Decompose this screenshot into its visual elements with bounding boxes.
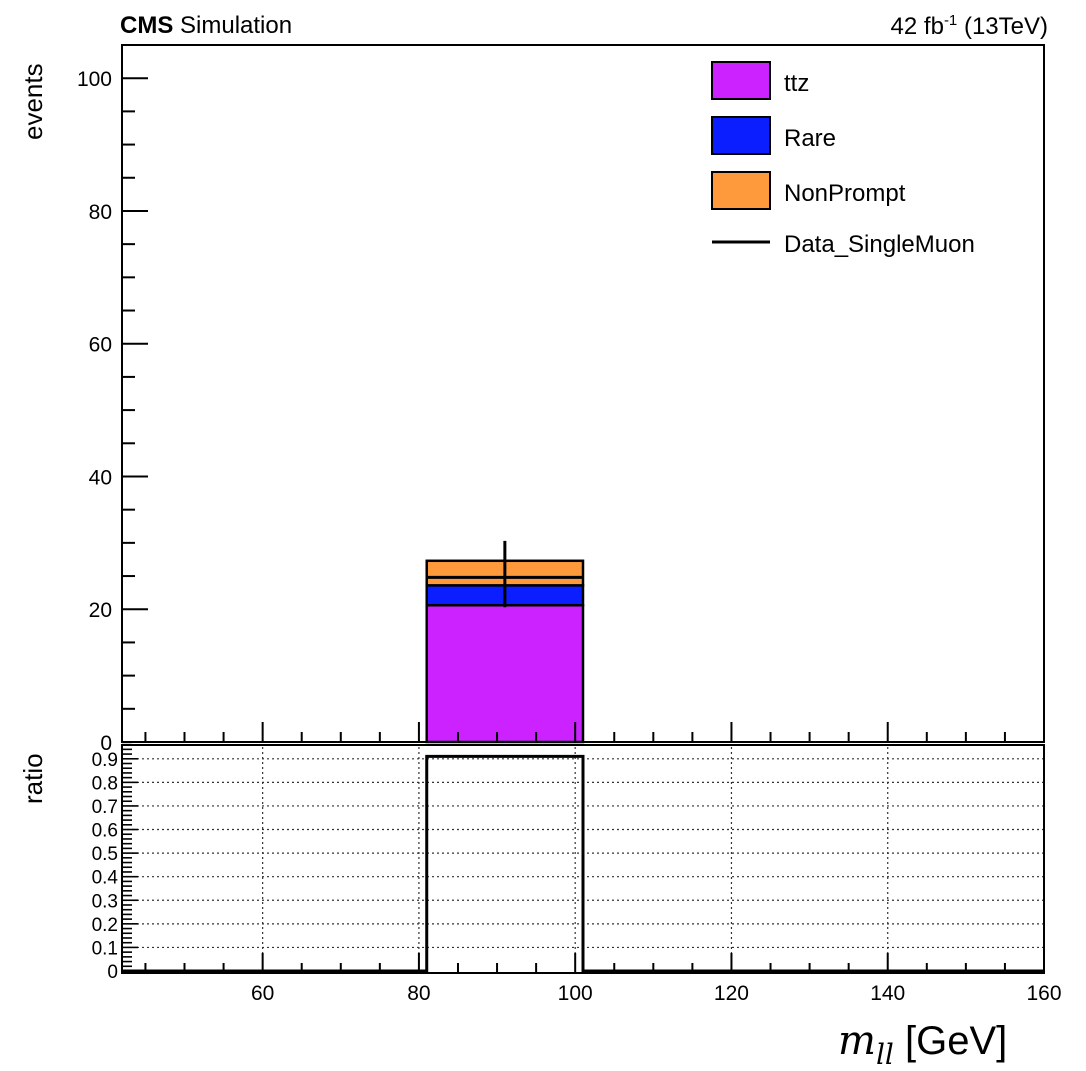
experiment-header: CMS Simulation (120, 12, 292, 40)
y-tick-label: 100 (77, 68, 112, 91)
luminosity-label: 42 fb-1 (13TeV) (891, 12, 1048, 41)
lumi-exponent: -1 (943, 12, 958, 29)
axis-ticks (122, 44, 1045, 973)
experiment-label: CMS (120, 12, 174, 39)
bar-ttz (425, 604, 585, 744)
ratio-y-tick-label: 0.9 (92, 750, 118, 771)
y-tick-label: 40 (89, 466, 112, 489)
y-tick-label: 60 (89, 334, 112, 357)
axes-frame (121, 44, 1045, 974)
ratio-y-tick-label: 0.3 (92, 891, 118, 912)
ratio-panel-frame (121, 744, 1045, 974)
y-tick-label: 0 (100, 732, 112, 755)
ratio-y-tick-label: 0.6 (92, 821, 118, 842)
ratio-y-tick-label: 0.2 (92, 915, 118, 936)
x-axis-unit: [GeV] (904, 1019, 1008, 1063)
upper-y-axis-label: events (18, 63, 48, 140)
x-tick-label: 80 (407, 982, 430, 1005)
legend-label-rare: Rare (784, 125, 836, 152)
ratio-y-tick-label: 0.4 (92, 868, 119, 889)
legend-swatch-rare (711, 116, 771, 155)
legend-swatch-nonprompt (711, 171, 771, 210)
x-axis-label: mll [GeV] (838, 1018, 1007, 1071)
legend: ttz Rare NonPrompt Data_SingleMuon (711, 61, 975, 258)
ratio-y-tick-label: 0 (107, 962, 118, 983)
ratio-histogram (122, 754, 1044, 973)
data-points (426, 540, 583, 608)
legend-label-data: Data_SingleMuon (784, 231, 975, 258)
y-tick-label: 20 (89, 599, 112, 622)
ratio-y-tick-label: 0.8 (92, 773, 118, 794)
status-label: Simulation (180, 12, 293, 39)
x-tick-label: 60 (251, 982, 274, 1005)
y-tick-label: 80 (89, 201, 112, 224)
lumi-value: 42 fb (890, 13, 944, 40)
x-axis-variable: m (838, 1018, 876, 1064)
x-tick-label: 120 (714, 982, 749, 1005)
legend-label-ttz: ttz (784, 70, 809, 97)
x-tick-label: 140 (870, 982, 905, 1005)
lower-y-axis-label: ratio (18, 753, 48, 804)
ratio-y-tick-label: 0.7 (92, 797, 118, 818)
x-tick-label: 160 (1026, 982, 1061, 1005)
main-panel-frame (121, 44, 1045, 743)
legend-swatch-ttz (711, 61, 771, 100)
energy-label: (13TeV) (963, 13, 1048, 40)
ratio-step-line (122, 754, 1044, 973)
legend-label-nonprompt: NonPrompt (784, 180, 906, 207)
ratio-y-tick-label: 0.1 (92, 938, 118, 959)
x-axis-subscript: ll (875, 1038, 894, 1071)
x-tick-label: 100 (558, 982, 593, 1005)
ratio-y-tick-label: 0.5 (92, 844, 118, 865)
